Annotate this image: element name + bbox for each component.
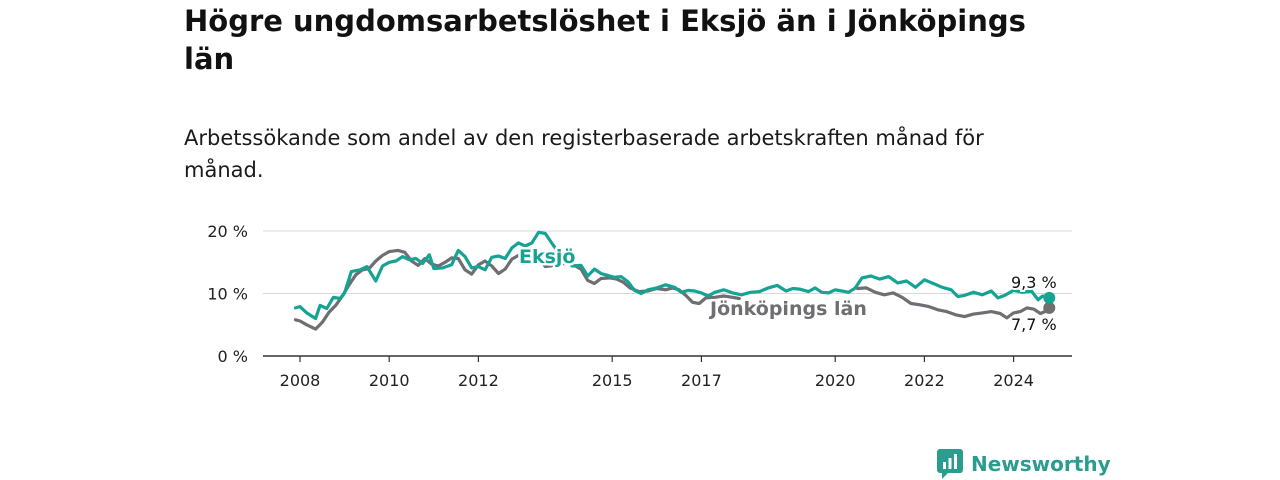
x-tick-label: 2010 (369, 371, 410, 390)
newsworthy-logo-icon (937, 449, 963, 479)
x-tick-label: 2012 (458, 371, 499, 390)
brand-name: Newsworthy (971, 452, 1111, 476)
x-tick-label: 2017 (681, 371, 722, 390)
x-tick-label: 2024 (993, 371, 1034, 390)
series-label-eksjo: Eksjö (519, 246, 576, 268)
x-tick-label: 2022 (904, 371, 945, 390)
series-line-eksjo (293, 230, 1051, 321)
y-tick-label: 0 % (218, 347, 248, 366)
series-line-jonkopings-lan (855, 286, 1051, 320)
series-end-point-eksjo (1043, 291, 1056, 304)
chart-title: Högre ungdomsarbetslöshet i Eksjö än i J… (184, 4, 1026, 76)
x-tick-label: 2008 (280, 371, 321, 390)
brand-logo[interactable]: Newsworthy (937, 448, 1111, 480)
y-tick-label: 10 % (207, 285, 248, 304)
series-end-point-jonkopings-lan (1043, 301, 1056, 314)
series-line-jonkopings-lan (293, 248, 741, 331)
series-label-jonkopings-lan: Jönköpings län (708, 298, 867, 320)
x-tick-label: 2020 (815, 371, 856, 390)
line-chart: 0 % 10 % 20 % 2008 2010 2012 2015 2017 2020 2022 2… (207, 222, 1072, 390)
y-tick-label: 20 % (207, 222, 248, 241)
end-value-label-jonkopings-lan: 7,7 % (1011, 315, 1057, 334)
end-value-label-eksjo: 9,3 % (1011, 273, 1057, 292)
chart-subtitle: Arbetssökande som andel av den registerb… (184, 126, 984, 182)
x-tick-label: 2015 (592, 371, 633, 390)
